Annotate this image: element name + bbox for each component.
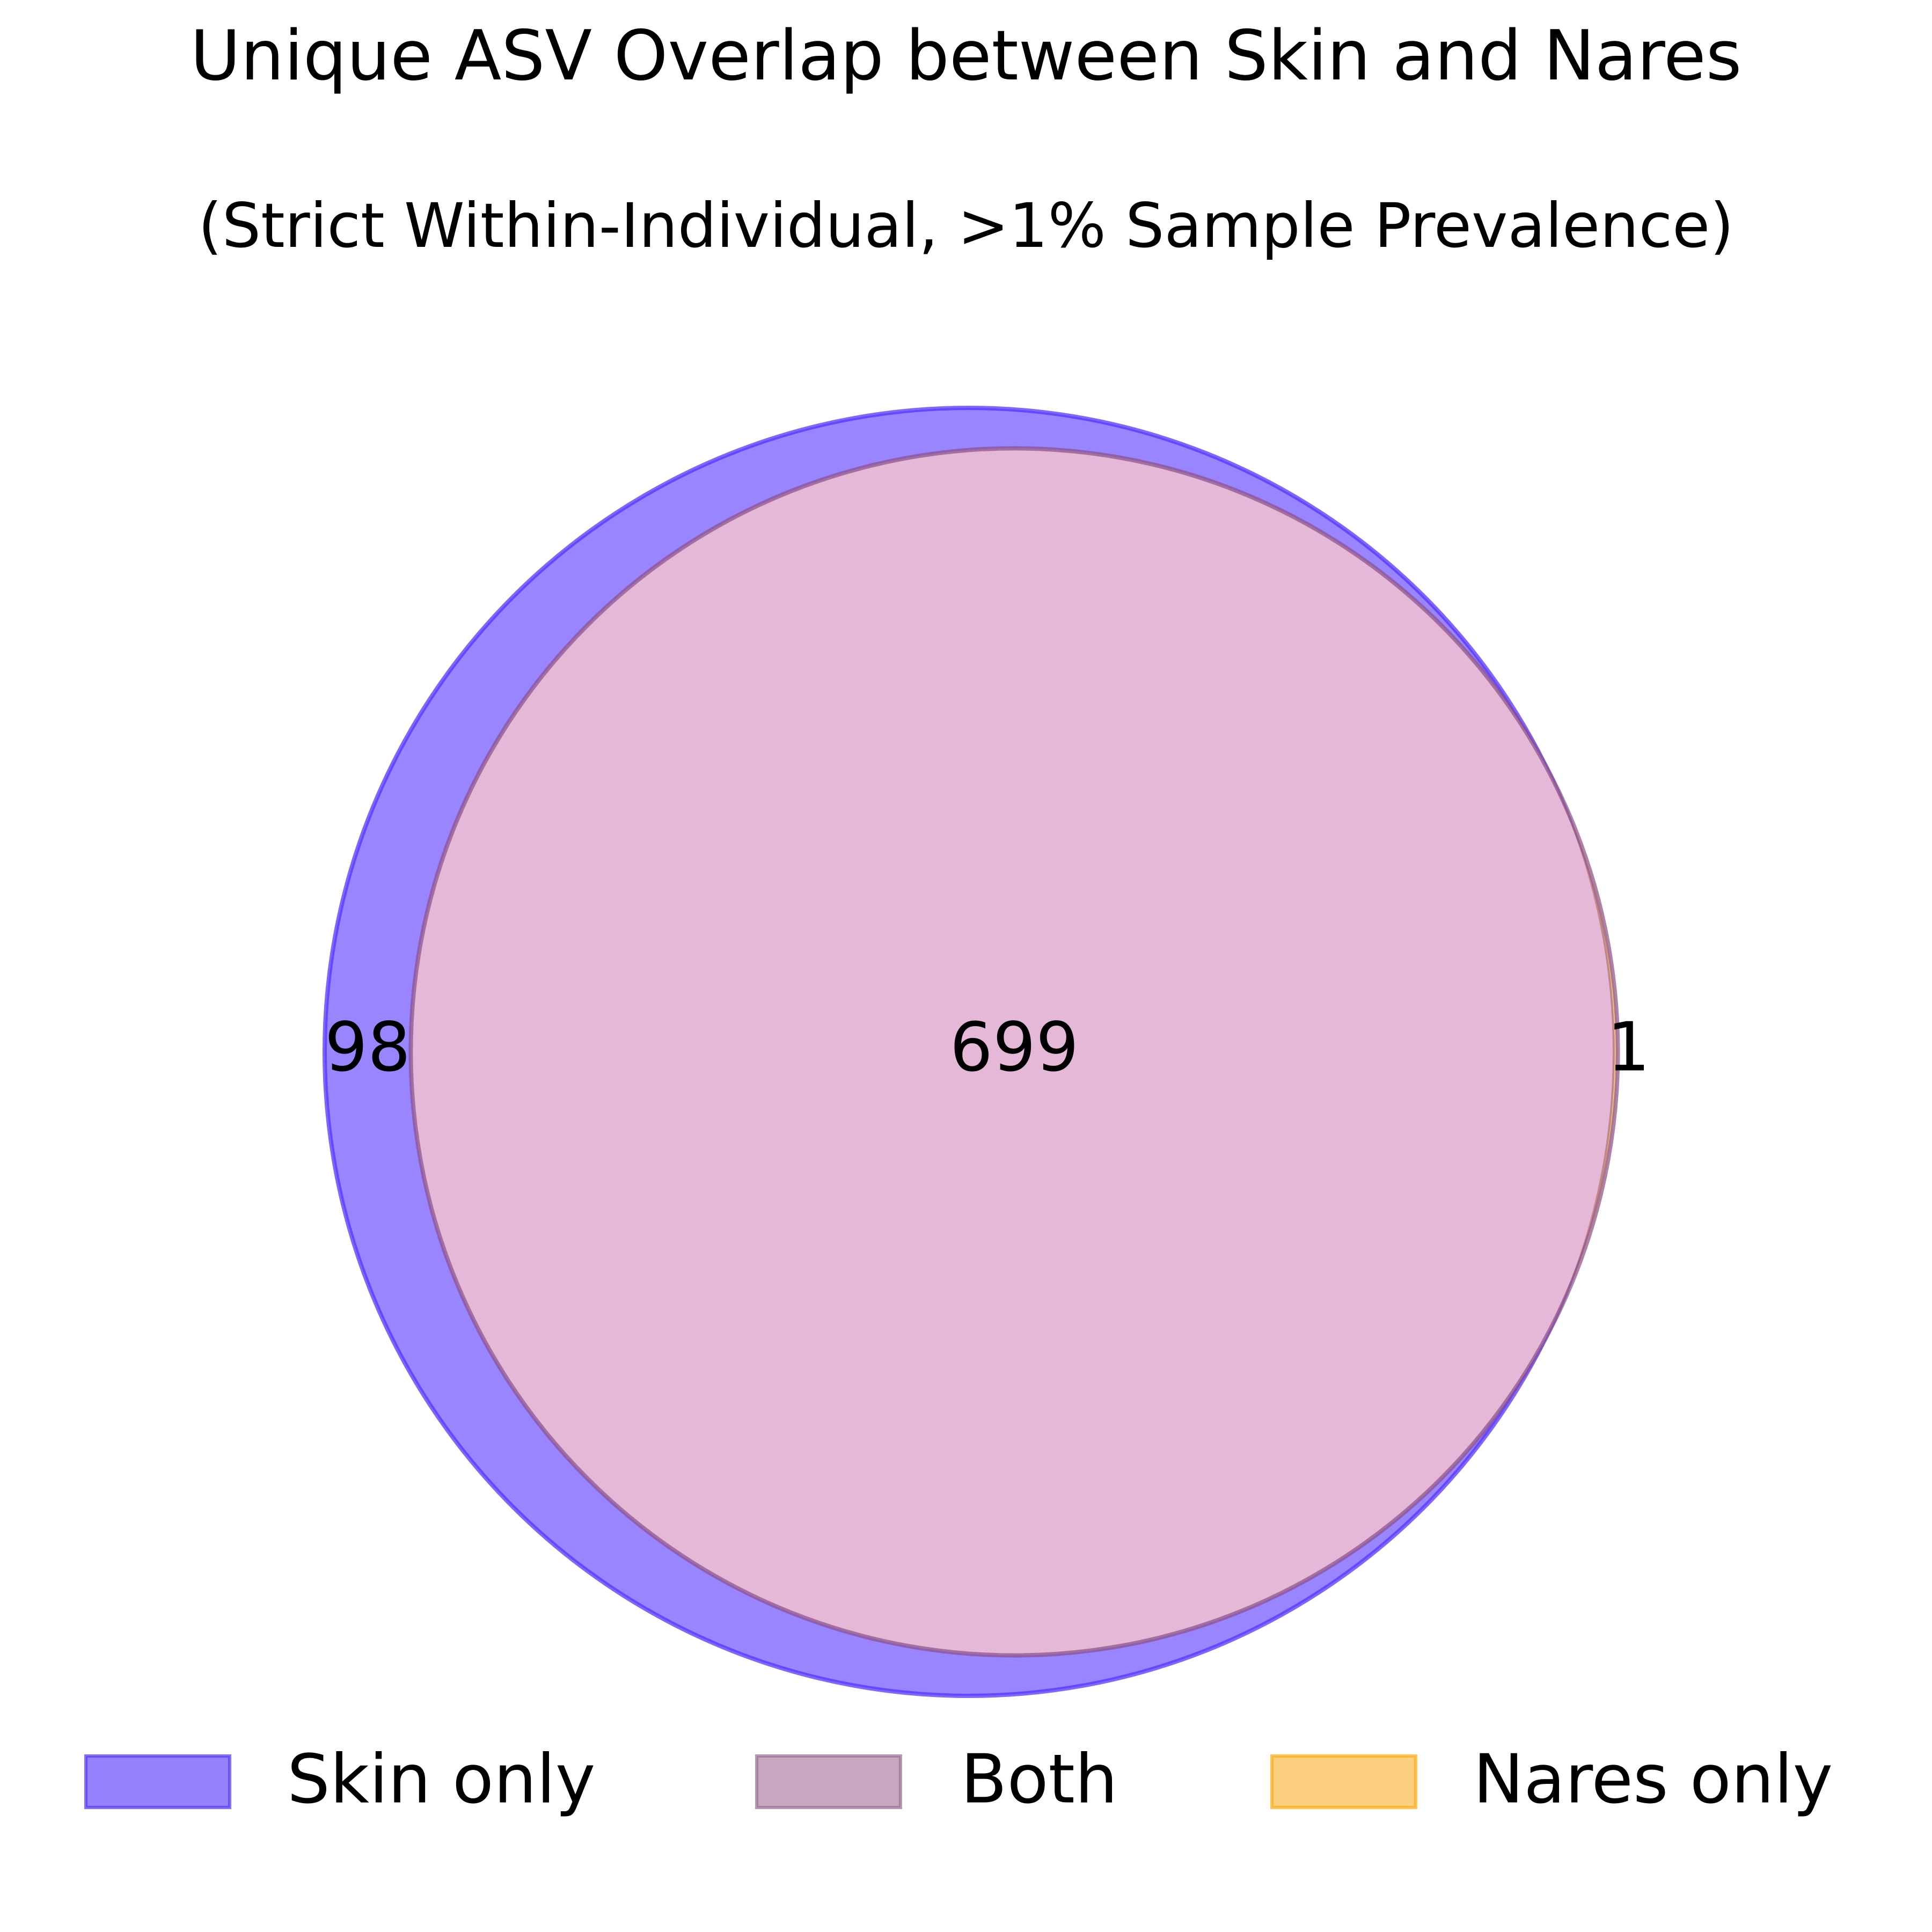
legend-label-skin-only: Skin only [287, 1740, 595, 1819]
legend-label-both: Both [961, 1740, 1118, 1819]
legend: Skin only Both Nares only [84, 1740, 1833, 1819]
legend-label-nares-only: Nares only [1473, 1740, 1833, 1819]
both-overlap-region [411, 448, 1613, 1656]
skin-only-count-label: 98 [325, 1008, 411, 1087]
chart-title: Unique ASV Overlap between Skin and Nare… [191, 16, 1742, 96]
nares-set-outline [408, 446, 1620, 1658]
both-count-label: 699 [950, 1008, 1079, 1087]
chart-subtitle: (Strict Within-Individual, >1% Sample Pr… [198, 190, 1733, 261]
legend-swatch-skin-only [84, 1754, 231, 1809]
legend-swatch-nares-only [1270, 1754, 1417, 1809]
venn-diagram [323, 406, 1620, 1698]
legend-swatch-both [755, 1754, 902, 1809]
nares-only-count-label: 1 [1607, 1008, 1650, 1087]
